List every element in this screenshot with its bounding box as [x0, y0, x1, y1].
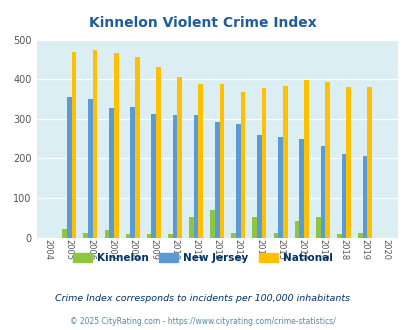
- Bar: [62, 229, 67, 238]
- Bar: [315, 217, 320, 238]
- Bar: [336, 234, 341, 238]
- Bar: [324, 82, 329, 238]
- Bar: [231, 233, 235, 238]
- Bar: [67, 97, 71, 238]
- Bar: [357, 233, 362, 238]
- Bar: [298, 139, 303, 238]
- Bar: [273, 233, 277, 238]
- Bar: [367, 87, 371, 238]
- Text: Kinnelon Violent Crime Index: Kinnelon Violent Crime Index: [89, 16, 316, 30]
- Bar: [252, 217, 256, 238]
- Bar: [130, 107, 135, 238]
- Bar: [256, 135, 261, 238]
- Bar: [147, 234, 151, 238]
- Legend: Kinnelon, New Jersey, National: Kinnelon, New Jersey, National: [69, 249, 336, 267]
- Bar: [109, 108, 113, 238]
- Bar: [92, 50, 97, 238]
- Bar: [198, 84, 202, 238]
- Bar: [345, 87, 350, 238]
- Bar: [219, 84, 224, 238]
- Bar: [88, 99, 92, 238]
- Bar: [277, 137, 282, 238]
- Bar: [294, 220, 298, 238]
- Bar: [172, 115, 177, 238]
- Text: © 2025 CityRating.com - https://www.cityrating.com/crime-statistics/: © 2025 CityRating.com - https://www.city…: [70, 317, 335, 326]
- Bar: [282, 86, 287, 238]
- Bar: [168, 234, 172, 238]
- Bar: [193, 115, 198, 238]
- Bar: [303, 80, 308, 238]
- Bar: [320, 146, 324, 238]
- Bar: [135, 57, 139, 238]
- Bar: [151, 114, 156, 238]
- Bar: [214, 122, 219, 238]
- Bar: [341, 154, 345, 238]
- Bar: [261, 88, 266, 238]
- Bar: [104, 230, 109, 238]
- Bar: [83, 233, 88, 238]
- Bar: [362, 156, 367, 238]
- Bar: [177, 77, 181, 238]
- Bar: [113, 53, 118, 238]
- Bar: [210, 210, 214, 238]
- Bar: [71, 52, 76, 238]
- Bar: [240, 92, 245, 238]
- Bar: [156, 67, 160, 238]
- Bar: [189, 217, 193, 238]
- Bar: [235, 123, 240, 238]
- Bar: [126, 234, 130, 238]
- Text: Crime Index corresponds to incidents per 100,000 inhabitants: Crime Index corresponds to incidents per…: [55, 294, 350, 303]
